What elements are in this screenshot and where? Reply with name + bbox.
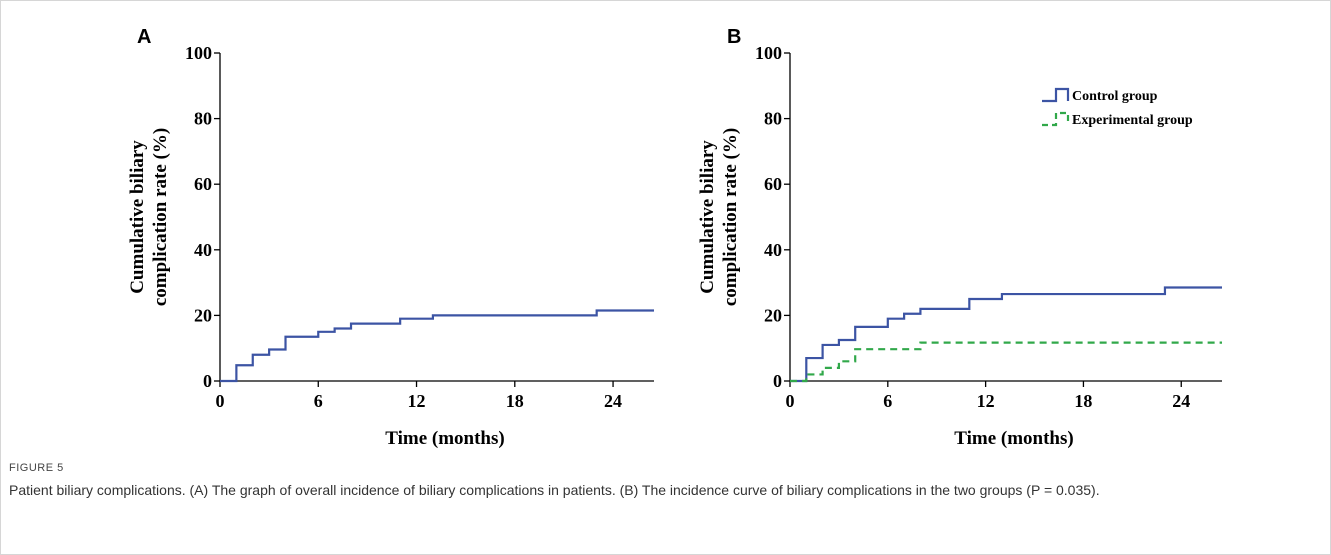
y-tick-label: 80 [764, 109, 782, 129]
y-tick-label: 20 [764, 305, 782, 325]
y-tick-label: 40 [764, 240, 782, 260]
y-tick-label: 80 [194, 109, 212, 129]
figure-caption: Patient biliary complications. (A) The g… [9, 482, 1100, 498]
y-tick-label: 20 [194, 305, 212, 325]
y-axis-title: Cumulative biliary complication rate (%) [127, 128, 171, 306]
chart-panel-b: B 0 20 40 60 80 100 0 6 12 18 24 Time (months) Cumula… [697, 26, 1222, 449]
y-axis-title-line: Cumulative biliary [697, 140, 718, 294]
x-tick-label: 6 [314, 391, 323, 411]
y-tick-label: 100 [755, 43, 782, 63]
x-axis-title: Time (months) [954, 428, 1073, 449]
x-tick-label: 12 [977, 391, 995, 411]
x-tick-label: 24 [1172, 391, 1190, 411]
y-axis-title: Cumulative biliary complication rate (%) [697, 128, 741, 306]
x-axis-title: Time (months) [385, 428, 504, 449]
x-tick-label: 0 [216, 391, 225, 411]
y-axis-title-line: complication rate (%) [720, 128, 741, 306]
series-line [220, 309, 654, 383]
x-tick-label: 18 [506, 391, 524, 411]
legend-swatch [1042, 111, 1070, 127]
x-tick-label: 6 [883, 391, 892, 411]
legend-label: Control group [1072, 89, 1158, 104]
y-tick-label: 40 [194, 240, 212, 260]
y-tick-label: 100 [185, 43, 212, 63]
y-tick-label: 0 [773, 371, 782, 391]
y-axis-title-line: Cumulative biliary [127, 140, 148, 294]
legend-swatch [1042, 87, 1070, 103]
panel-label: B [727, 26, 741, 48]
x-tick-label: 0 [786, 391, 795, 411]
series-line-control-group [790, 286, 1222, 383]
y-tick-label: 60 [764, 174, 782, 194]
x-tick-label: 12 [408, 391, 426, 411]
y-axis-title-line: complication rate (%) [150, 128, 171, 306]
figure-label: FIGURE 5 [9, 462, 64, 474]
panel-label: A [137, 26, 151, 48]
x-tick-label: 18 [1074, 391, 1092, 411]
legend-label: Experimental group [1072, 113, 1193, 128]
x-tick-label: 24 [604, 391, 622, 411]
y-tick-label: 60 [194, 174, 212, 194]
y-tick-label: 0 [203, 371, 212, 391]
series-line-experimental-group [790, 341, 1222, 383]
chart-panel-a: A 0 20 40 60 80 100 0 6 12 18 24 Time (months) Cumula… [127, 26, 654, 449]
